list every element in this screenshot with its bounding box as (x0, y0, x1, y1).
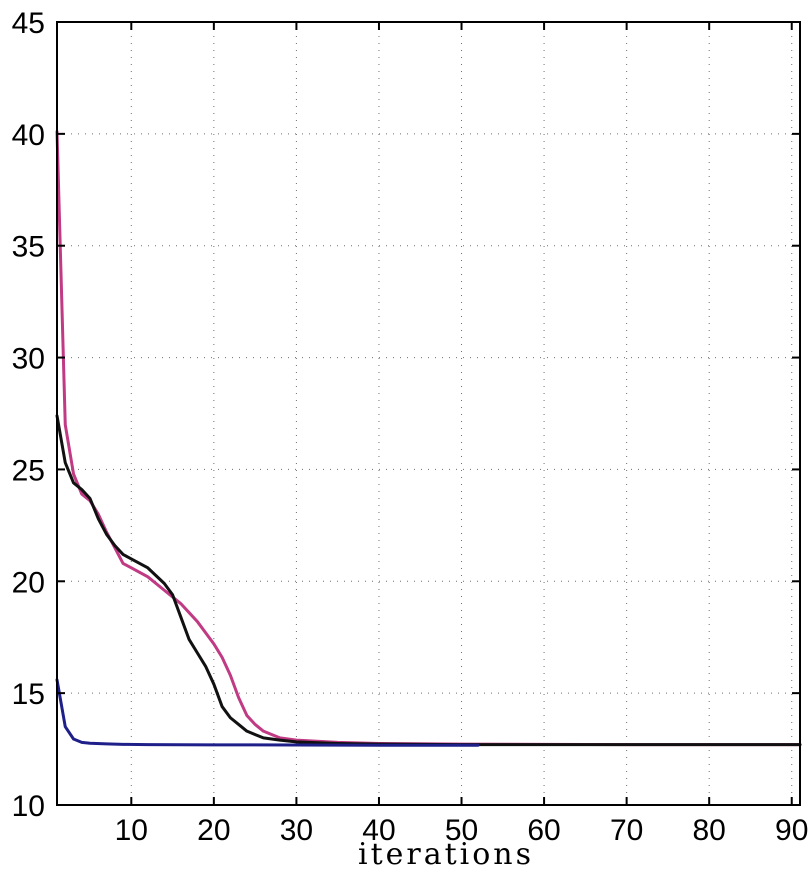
x-tick-label-8: 90 (775, 814, 808, 847)
y-tick-label-6: 40 (12, 119, 45, 152)
y-tick-label-4: 30 (12, 343, 45, 376)
y-tick-label-2: 20 (12, 566, 45, 599)
frame-layer (56, 21, 801, 806)
series-line-2 (55, 678, 480, 747)
y-tick-label-0: 10 (12, 790, 45, 823)
x-tick-label-0: 10 (115, 814, 148, 847)
x-tick-label-7: 80 (693, 814, 726, 847)
x-tick-label-5: 60 (527, 814, 560, 847)
x-tick-label-4: 50 (445, 814, 478, 847)
y-tick-label-3: 25 (12, 454, 45, 487)
y-tick-label-7: 45 (12, 7, 45, 40)
series-layer (55, 130, 802, 747)
y-tick-label-5: 35 (12, 231, 45, 264)
grid-layer (57, 22, 800, 805)
y-tick-label-1: 15 (12, 678, 45, 711)
x-tick-label-6: 70 (610, 814, 643, 847)
tick-layer (57, 21, 800, 806)
label-layer: 10 20 30 40 50 60 70 80 90 10 15 20 25 30 35 40 45 (12, 7, 809, 847)
x-axis-title: iterations (358, 837, 534, 872)
x-tick-label-2: 30 (280, 814, 313, 847)
series-line-1 (55, 414, 802, 747)
plot-frame (56, 21, 801, 806)
series-line-0 (55, 130, 802, 747)
x-tick-label-1: 20 (197, 814, 230, 847)
x-tick-label-3: 40 (362, 814, 395, 847)
